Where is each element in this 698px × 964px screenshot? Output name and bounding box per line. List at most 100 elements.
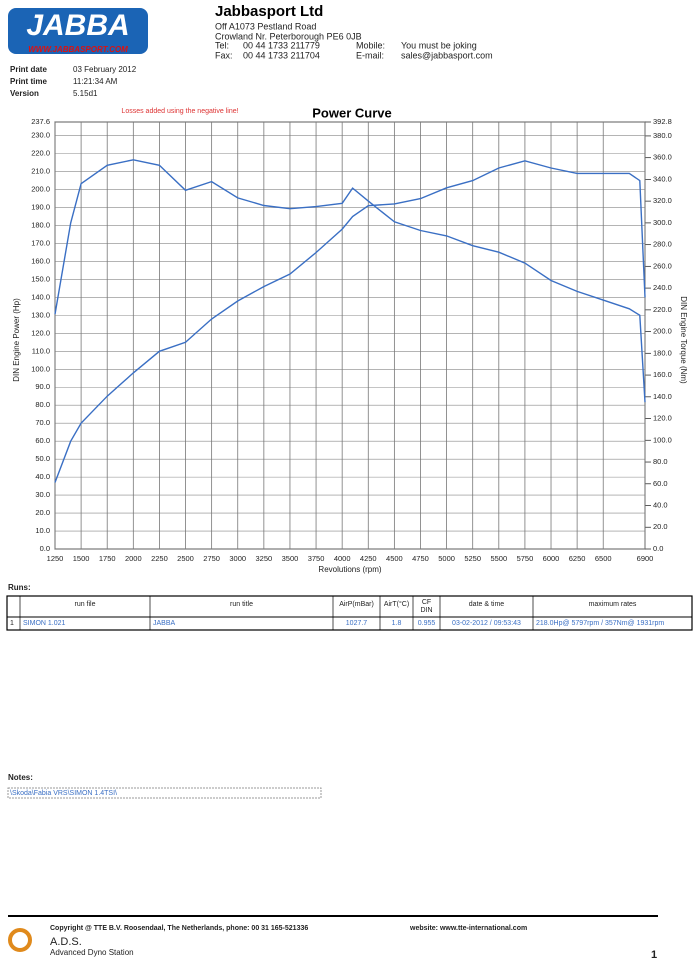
- column-header: AirP(mBar): [339, 601, 374, 608]
- y-tick-label: 120.0: [31, 328, 50, 337]
- x-tick-label: 4750: [412, 554, 429, 563]
- info-label: Version: [10, 89, 39, 98]
- y2-tick-label: 80.0: [653, 457, 668, 466]
- x-tick-label: 5000: [438, 554, 455, 563]
- column-header: AirT(°C): [384, 600, 409, 608]
- y2-tick-label: 120.0: [653, 414, 672, 423]
- value: 00 44 1733 211779: [243, 40, 320, 50]
- y2-tick-label: 40.0: [653, 501, 668, 510]
- x-tick-label: 4000: [334, 554, 351, 563]
- x-tick-label: 5250: [464, 554, 481, 563]
- column-header: date & time: [469, 601, 505, 608]
- x-tick-label: 5750: [517, 554, 534, 563]
- y-tick-label: 140.0: [31, 292, 50, 301]
- x-tick-label: 3500: [282, 554, 299, 563]
- y2-tick-label: 280.0: [653, 240, 672, 249]
- logo-box: [8, 8, 148, 54]
- y-tick-label: 90.0: [35, 382, 50, 391]
- y2-tick-label: 200.0: [653, 327, 672, 336]
- footer-logo: [8, 928, 32, 952]
- x-tick-label: 1250: [47, 554, 64, 563]
- x-tick-label: 5500: [490, 554, 507, 563]
- y-tick-label: 0.0: [40, 544, 50, 553]
- y2-tick-label: 240.0: [653, 283, 672, 292]
- runs-title: Runs:: [8, 583, 31, 592]
- y-tick-label: 50.0: [35, 454, 50, 463]
- chart-title: Power Curve: [312, 105, 391, 120]
- address: Crowland Nr. Peterborough PE6 0JB: [215, 31, 362, 41]
- column-header: run title: [230, 601, 253, 608]
- label: Tel:: [215, 40, 229, 50]
- y-tick-label: 180.0: [31, 220, 50, 229]
- column-header: CF DIN: [420, 599, 432, 614]
- page-number: 1: [651, 949, 657, 961]
- x-tick-label: 6000: [543, 554, 560, 563]
- notes-text: \Skoda\Fabia VRS\SIMON 1.4TSI\: [10, 790, 117, 797]
- table-cell: 03-02-2012 / 09:53:43: [452, 620, 521, 627]
- y-tick-label: 60.0: [35, 436, 50, 445]
- y-tick-label: 150.0: [31, 274, 50, 283]
- y-tick-label: 130.0: [31, 310, 50, 319]
- series-line: [54, 159, 646, 403]
- y2-tick-label: 360.0: [653, 153, 672, 162]
- table-cell: JABBA: [153, 620, 176, 627]
- column-header: maximum rates: [589, 601, 637, 608]
- y2-tick-label: 380.0: [653, 131, 672, 140]
- x-tick-label: 2250: [151, 554, 168, 563]
- info-value: 03 February 2012: [73, 65, 137, 74]
- y2-tick-label: 300.0: [653, 218, 672, 227]
- x-tick-label: 3000: [229, 554, 246, 563]
- y2-tick-label: 180.0: [653, 348, 672, 357]
- x-tick-label: 3750: [308, 554, 325, 563]
- x-tick-label: 1500: [73, 554, 90, 563]
- y-tick-label: 30.0: [35, 490, 50, 499]
- y2-tick-label: 220.0: [653, 305, 672, 314]
- y-tick-label: 100.0: [31, 364, 50, 373]
- table-cell: 1.8: [392, 620, 402, 627]
- y-tick-label: 110.0: [32, 346, 50, 355]
- info-value: 5.15d1: [73, 89, 98, 98]
- y-tick-label: 210.0: [31, 167, 50, 176]
- y-tick-label: 190.0: [31, 203, 50, 212]
- x-tick-label: 3250: [256, 554, 273, 563]
- y2-tick-label: 100.0: [653, 435, 672, 444]
- annotation: Losses added using the negative line!: [121, 108, 238, 115]
- info-label: Print time: [10, 77, 47, 86]
- table-cell: 218.0Hp@ 5797rpm / 357Nm@ 1931rpm: [536, 620, 664, 627]
- notes-title: Notes:: [8, 773, 33, 782]
- y-tick-label: 10.0: [35, 526, 50, 535]
- x-axis-label: Revolutions (rpm): [318, 565, 381, 574]
- y-tick-label: 237.6: [31, 117, 50, 126]
- y2-tick-label: 340.0: [653, 174, 672, 183]
- y-tick-label: 160.0: [31, 256, 50, 265]
- logo-url: WWW.JABBASPORT.COM: [28, 45, 128, 54]
- x-tick-label: 6500: [595, 554, 612, 563]
- table-cell: SIMON 1.021: [23, 620, 66, 627]
- label: Fax:: [215, 50, 233, 60]
- label: Mobile:: [356, 40, 385, 50]
- value: You must be joking: [401, 40, 477, 50]
- table-frame: [6, 595, 693, 631]
- brand-sub: Advanced Dyno Station: [50, 948, 134, 957]
- y2-tick-label: 140.0: [653, 392, 672, 401]
- y-axis-label: DIN Engine Power (Hp): [12, 298, 21, 382]
- x-tick-label: 2750: [203, 554, 220, 563]
- y2-tick-label: 160.0: [653, 370, 672, 379]
- y2-tick-label: 392.8: [653, 117, 672, 126]
- series-line: [54, 160, 646, 483]
- y-tick-label: 40.0: [35, 472, 50, 481]
- y2-tick-label: 20.0: [653, 522, 668, 531]
- y-tick-label: 200.0: [31, 185, 50, 194]
- notes-box: [7, 787, 322, 799]
- x-tick-label: 2000: [125, 554, 142, 563]
- y-tick-label: 70.0: [35, 418, 50, 427]
- copyright: Copyright @ TTE B.V. Roosendaal, The Net…: [50, 925, 308, 932]
- y2-tick-label: 260.0: [653, 261, 672, 270]
- x-tick-label: 4250: [360, 554, 377, 563]
- column-header: run file: [74, 601, 95, 608]
- y-tick-label: 20.0: [35, 508, 50, 517]
- y-tick-label: 220.0: [31, 149, 50, 158]
- address: Off A1073 Pestland Road: [215, 21, 316, 31]
